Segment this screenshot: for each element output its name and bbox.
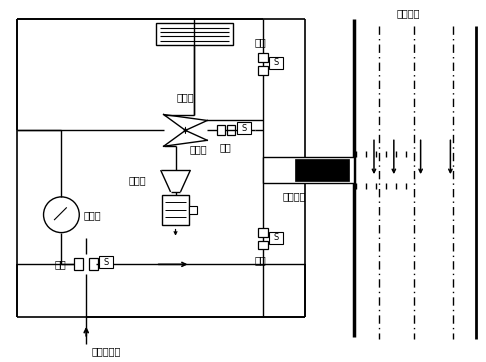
- Text: 关闭: 关闭: [255, 37, 267, 47]
- Text: S: S: [273, 58, 278, 67]
- Text: 分离器: 分离器: [129, 175, 147, 185]
- Text: 密封管座: 密封管座: [283, 191, 306, 201]
- Text: 打开: 打开: [54, 259, 67, 269]
- Text: S: S: [104, 258, 109, 267]
- Bar: [217, 125, 225, 135]
- Bar: [269, 57, 283, 69]
- Text: 锅炉烟道: 锅炉烟道: [397, 8, 420, 18]
- Text: 压力表: 压力表: [83, 210, 101, 220]
- Bar: [258, 228, 268, 237]
- Bar: [89, 258, 98, 270]
- Bar: [162, 195, 190, 225]
- Text: 压缩空气来: 压缩空气来: [91, 346, 121, 356]
- Bar: [99, 256, 113, 268]
- Bar: [156, 23, 233, 45]
- Bar: [258, 240, 268, 249]
- Bar: [237, 122, 251, 134]
- Bar: [295, 159, 349, 181]
- Text: 取样枪: 取样枪: [190, 144, 207, 154]
- Text: 打开: 打开: [219, 142, 231, 152]
- Bar: [74, 258, 83, 270]
- Bar: [258, 66, 268, 75]
- Bar: [269, 232, 283, 244]
- Text: 抽气器: 抽气器: [176, 93, 194, 102]
- Text: S: S: [242, 124, 246, 133]
- Text: S: S: [273, 233, 278, 242]
- Bar: [263, 157, 354, 183]
- Bar: [190, 206, 197, 214]
- Bar: [258, 53, 268, 62]
- Text: 关闭: 关闭: [255, 256, 267, 265]
- Bar: [227, 125, 235, 135]
